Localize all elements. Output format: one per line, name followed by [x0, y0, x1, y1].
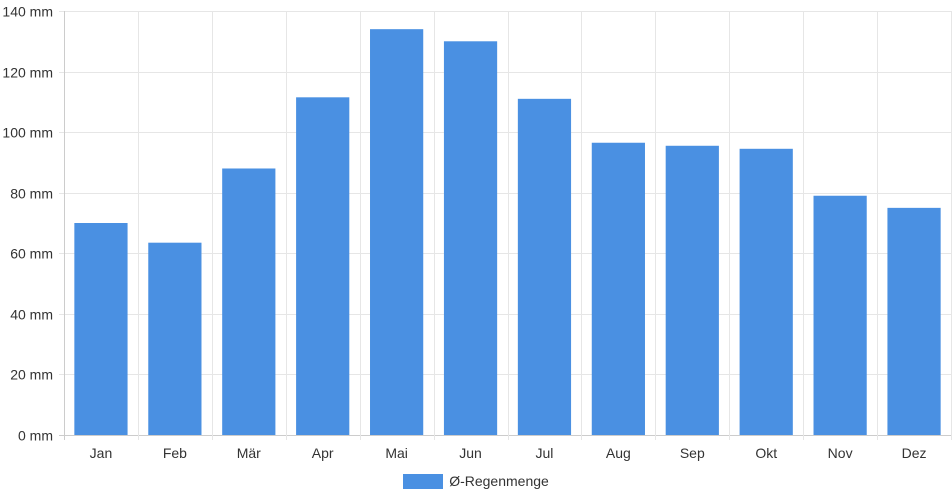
bar-jan [74, 223, 128, 435]
bar-apr [296, 97, 350, 436]
x-tick-label: Sep [680, 445, 705, 461]
chart-plot-area: 0 mm 20 mm 40 mm 60 mm 80 mm 100 mm 120 mm 140 … [2, 4, 952, 461]
bar-feb [148, 242, 202, 435]
y-tick-label: 80 mm [10, 186, 53, 202]
legend-label: Ø-Regenmenge [449, 473, 549, 489]
x-tick-label: Jan [90, 445, 113, 461]
bar-mai [370, 29, 424, 436]
x-tick-label: Mai [385, 445, 408, 461]
y-tick-label: 140 mm [2, 4, 53, 20]
legend-swatch [403, 473, 444, 489]
x-tick-label: Jun [459, 445, 482, 461]
y-tick-label: 20 mm [10, 367, 53, 383]
y-tick-label: 100 mm [2, 125, 53, 141]
x-tick-label: Dez [902, 445, 927, 461]
bar-jul [517, 98, 572, 435]
y-tick-label: 40 mm [10, 307, 53, 323]
bar-mär [222, 168, 276, 435]
bar-sep [665, 145, 719, 435]
bar-okt [739, 148, 793, 436]
bar-jun [443, 41, 498, 436]
x-tick-label: Aug [606, 445, 631, 461]
x-tick-label: Feb [163, 445, 187, 461]
bar-nov [813, 195, 867, 435]
bar-aug [591, 142, 645, 435]
x-tick-label: Okt [755, 445, 777, 461]
chart-legend[interactable]: Ø-Regenmenge [0, 473, 952, 489]
y-tick-label: 60 mm [10, 246, 53, 262]
x-tick-label: Nov [828, 445, 853, 461]
x-tick-label: Apr [312, 445, 334, 461]
x-tick-label: Jul [536, 445, 554, 461]
bar-dez [887, 207, 941, 435]
y-tick-label: 120 mm [2, 65, 53, 81]
x-tick-label: Mär [237, 445, 261, 461]
y-tick-label: 0 mm [18, 428, 53, 444]
